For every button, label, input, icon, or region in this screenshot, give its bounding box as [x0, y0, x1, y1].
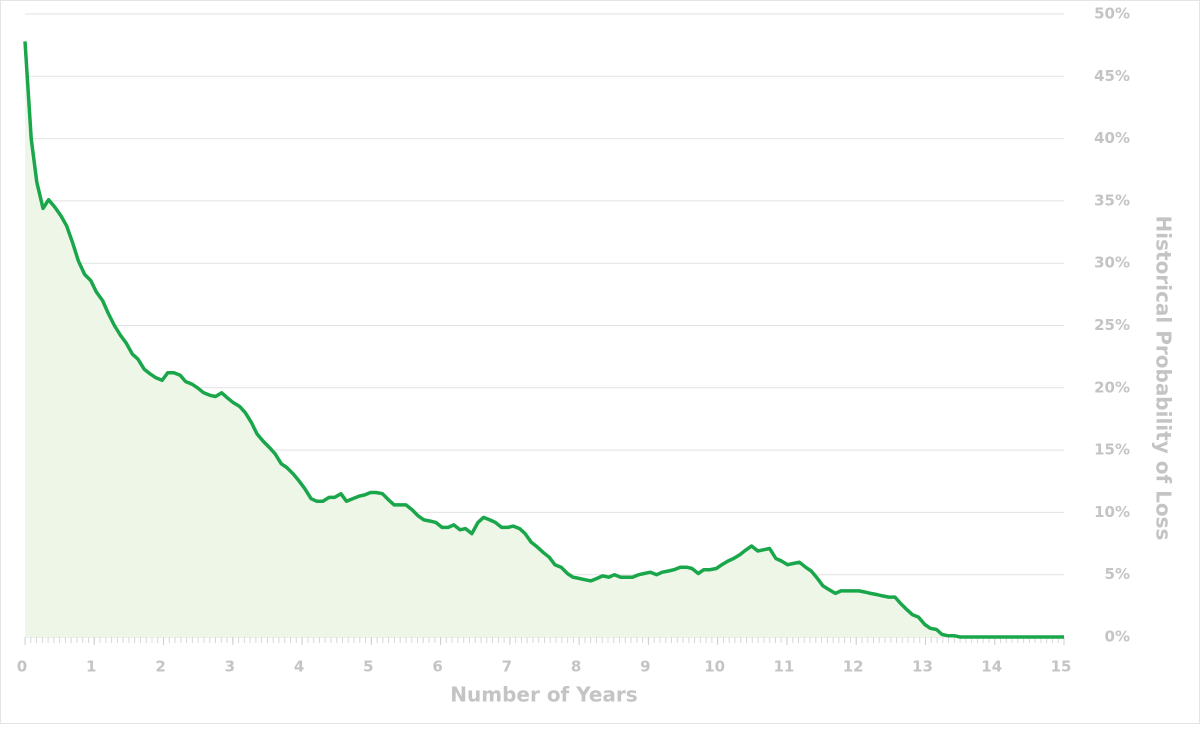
x-tick-label: 7 [502, 658, 512, 676]
y-tick-label: 0% [1105, 628, 1130, 646]
y-tick-label: 15% [1094, 441, 1130, 459]
x-tick-label: 13 [912, 658, 933, 676]
area-fill [25, 41, 1064, 637]
x-tick-label: 15 [1051, 658, 1072, 676]
x-axis-label: Number of Years [450, 683, 637, 707]
x-tick-label: 6 [432, 658, 442, 676]
x-tick-label: 0 [17, 658, 27, 676]
x-tick-label: 4 [294, 658, 304, 676]
y-tick-label: 5% [1105, 565, 1130, 583]
y-tick-label: 40% [1094, 129, 1130, 147]
x-tick-label: 11 [773, 658, 794, 676]
x-tick-label: 8 [571, 658, 581, 676]
x-tick-label: 3 [225, 658, 235, 676]
x-tick-label: 14 [981, 658, 1002, 676]
x-tick-label: 10 [704, 658, 725, 676]
x-tick-label: 5 [363, 658, 373, 676]
y-tick-label: 25% [1094, 316, 1130, 334]
y-tick-label: 45% [1094, 67, 1130, 85]
y-axis-label: Historical Probability of Loss [1152, 216, 1176, 541]
x-tick-label: 12 [843, 658, 864, 676]
y-tick-label: 10% [1094, 503, 1130, 521]
y-tick-label: 30% [1094, 254, 1130, 272]
line [23, 41, 1064, 639]
x-tick-label: 9 [640, 658, 650, 676]
y-tick-label: 50% [1094, 5, 1130, 23]
x-tick-label: 2 [155, 658, 165, 676]
x-tick-label: 1 [86, 658, 96, 676]
y-tick-label: 20% [1094, 378, 1130, 396]
y-tick-label: 35% [1094, 191, 1130, 209]
